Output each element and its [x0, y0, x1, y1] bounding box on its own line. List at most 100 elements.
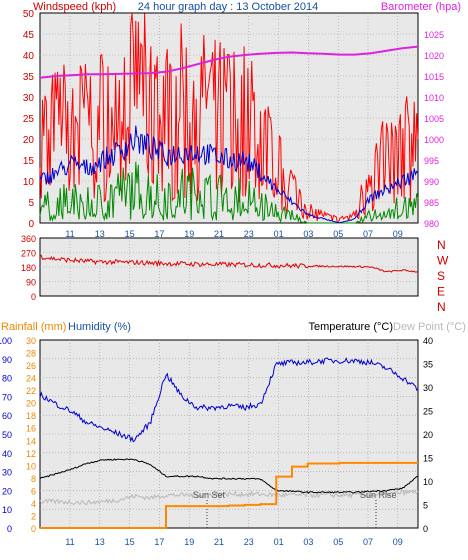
rainfall-tick-label: 8	[31, 474, 36, 484]
direction-tick-label: 180	[21, 263, 36, 273]
wind-tick-label: 0	[28, 219, 34, 230]
wind-y-ticks: 0 5 10 15 20 25 30 35 40 45 50	[23, 9, 35, 230]
rainfall-tick-label: 28	[26, 349, 36, 359]
temperature-tick-label: 40	[423, 336, 433, 346]
wind-time-label: 03	[303, 229, 313, 239]
temperature-tick-label: 10	[423, 477, 433, 487]
direction-series	[39, 254, 419, 273]
series-humidity-line	[39, 356, 419, 443]
temp-time-label: 05	[333, 537, 343, 547]
temp-time-label: 15	[125, 537, 135, 547]
wind-time-label: 13	[95, 229, 105, 239]
series-rainfall-line	[40, 461, 418, 529]
humidity-tick-label: 20	[2, 486, 12, 496]
rainfall-tick-label: 10	[26, 461, 36, 471]
temp-time-label: 01	[274, 537, 284, 547]
series-low-line	[39, 161, 419, 224]
temp-time-label: 09	[393, 537, 403, 547]
barometer-tick-label: 980	[424, 219, 439, 229]
dewpoint-axis-label: Dew Point (°C)	[393, 321, 466, 333]
rainfall-tick-label: 4	[31, 499, 36, 509]
rainfall-tick-label: 2	[31, 511, 36, 521]
humidity-axis-label: Humidity (%)	[68, 321, 131, 333]
humidity-tick-label: 10	[2, 505, 12, 515]
temp-time-label: 21	[214, 537, 224, 547]
humidity-tick-label: 50	[2, 430, 12, 440]
direction-tick-label: 90	[26, 278, 36, 288]
direction-tick-label: 360	[21, 234, 36, 244]
humidity-tick-label: 30	[2, 468, 12, 478]
humidity-tick-label: 100	[0, 336, 12, 346]
wind-time-label: 19	[184, 229, 194, 239]
sunrise-annotation: Sun Rise	[360, 490, 397, 500]
temperature-tick-label: 20	[423, 430, 433, 440]
series-direction-line	[39, 254, 419, 273]
humidity-tick-label: 60	[2, 411, 12, 421]
temperature-tick-label: 30	[423, 383, 433, 393]
barometer-tick-label: 985	[424, 198, 439, 208]
barometer-tick-label: 1015	[424, 72, 444, 82]
humidity-tick-label: 70	[2, 392, 12, 402]
wind-tick-label: 40	[23, 51, 35, 62]
rainfall-tick-label: 20	[26, 399, 36, 409]
wind-time-label: 11	[65, 229, 74, 239]
wind-time-label: 21	[214, 229, 224, 239]
compass-s-label: S	[437, 269, 445, 283]
barometer-tick-label: 1010	[424, 93, 444, 103]
wind-time-label: 15	[125, 229, 135, 239]
wind-tick-label: 50	[23, 9, 35, 20]
temp-time-label: 03	[303, 537, 313, 547]
wind-time-label: 05	[333, 229, 343, 239]
wind-time-label: 01	[274, 229, 284, 239]
rainfall-tick-label: 26	[26, 361, 36, 371]
barometer-tick-label: 995	[424, 156, 439, 166]
compass-n-label: N	[437, 300, 446, 314]
temp-time-label: 07	[363, 537, 373, 547]
wind-tick-label: 30	[23, 93, 35, 104]
temp-time-label: 17	[154, 537, 164, 547]
temp-series	[39, 356, 419, 529]
wind-time-ticks: 11 13 15 17 19 21 23 01 03 05 07 09	[65, 229, 402, 239]
series-temperature-line	[39, 458, 419, 494]
direction-y-ticks: 0 90 180 270 360	[21, 234, 36, 302]
temp-time-label: 13	[95, 537, 105, 547]
humidity-tick-label: 80	[2, 374, 12, 384]
wind-time-label: 07	[363, 229, 373, 239]
temperature-tick-label: 15	[423, 454, 433, 464]
rainfall-tick-label: 0	[31, 524, 36, 534]
compass-w-label: W	[437, 254, 449, 268]
barometer-tick-label: 990	[424, 177, 439, 187]
wind-tick-label: 5	[28, 198, 34, 209]
temp-grid	[40, 340, 418, 528]
direction-tick-label: 270	[21, 249, 36, 259]
temp-time-label: 11	[65, 537, 74, 547]
rainfall-tick-label: 6	[31, 486, 36, 496]
humidity-tick-label: 0	[7, 524, 12, 534]
barometer-tick-label: 1005	[424, 114, 444, 124]
direction-tick-label: 0	[31, 292, 36, 302]
barometer-tick-label: 1025	[424, 30, 444, 40]
rainfall-tick-label: 18	[26, 411, 36, 421]
barometer-tick-label: 1020	[424, 51, 444, 61]
rainfall-axis-label: Rainfall (mm)	[1, 321, 66, 333]
temperature-y-ticks: 0 5 10 15 20 25 30 35 40	[423, 336, 433, 534]
barometer-y-ticks: 980 985 990 995 1000 1005 1010 1015 1020 1025	[424, 30, 444, 229]
wind-tick-label: 20	[23, 135, 35, 146]
wind-time-label: 09	[393, 229, 403, 239]
rainfall-tick-label: 12	[26, 449, 36, 459]
humidity-tick-label: 90	[2, 355, 12, 365]
wind-tick-label: 15	[23, 156, 35, 167]
wind-tick-label: 45	[23, 30, 35, 41]
rainfall-tick-label: 22	[26, 386, 36, 396]
temperature-axis-label: Temperature (°C)	[309, 321, 393, 333]
compass-n-label: N	[437, 238, 446, 252]
series-gust-line	[39, 12, 419, 223]
humidity-tick-label: 40	[2, 449, 12, 459]
temp-time-ticks: 11 13 15 17 19 21 23 01 03 05 07 09	[65, 537, 402, 547]
rainfall-tick-label: 16	[26, 424, 36, 434]
humidity-y-ticks: 0 10 20 30 40 50 60 70 80 90 100	[0, 336, 12, 534]
rainfall-tick-label: 24	[26, 374, 36, 384]
